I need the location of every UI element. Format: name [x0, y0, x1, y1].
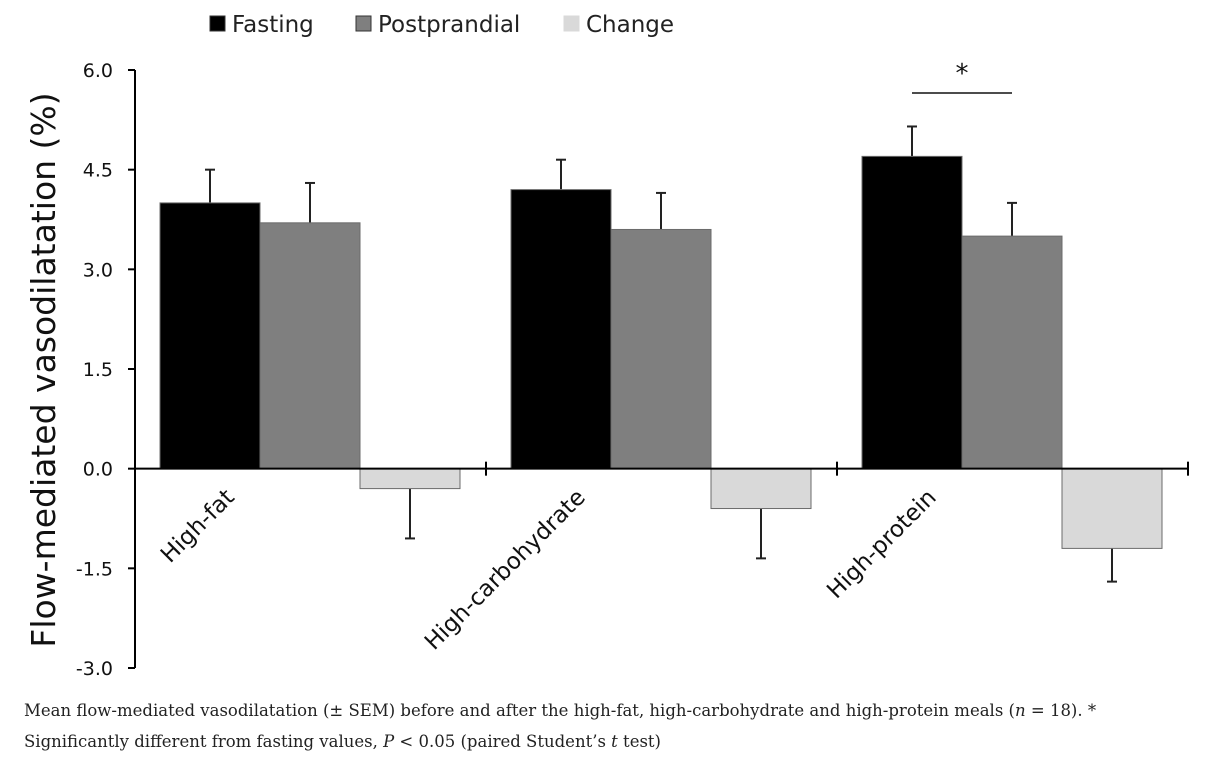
legend-swatch-fasting [209, 15, 226, 32]
error-bar-change-2 [1107, 548, 1117, 583]
bar-change-high-protein [1061, 468, 1163, 549]
y-tick-label: 6.0 [83, 60, 113, 82]
y-tick-label: 3.0 [83, 259, 113, 281]
bar-fasting-high-fat [159, 202, 261, 470]
y-tick-label: -3.0 [76, 658, 113, 680]
bar-change-high-fat [359, 468, 461, 490]
error-bar-fasting-1 [556, 158, 566, 190]
chart-legend: Fasting Postprandial Change [209, 12, 674, 38]
y-tick-label: 4.5 [83, 160, 113, 182]
legend-swatch-postprandial [355, 15, 372, 32]
bar-fasting-high-carbohydrate [510, 189, 612, 470]
error-bar-postprandial-1 [656, 191, 666, 230]
x-category-label: High-fat [156, 485, 240, 569]
y-tick-label: -1.5 [76, 558, 113, 580]
significance-star: * [956, 59, 969, 89]
caption-text-2: = 18). * Significantly different from fa… [24, 701, 1097, 751]
caption-p-variable: P [383, 732, 395, 751]
caption-text-1: Mean flow-mediated vasodilatation (± SEM… [24, 701, 1015, 720]
bar-postprandial-high-protein [961, 235, 1063, 470]
bar-chart: Fasting Postprandial Change Flow-mediated … [24, 12, 1189, 680]
x-category-label: High-protein [822, 485, 941, 604]
x-axis: High-fat High-carbohydrate High-protein [135, 461, 1189, 656]
bar-fasting-high-protein [861, 155, 963, 470]
error-bar-change-1 [756, 508, 766, 560]
y-axis-label: Flow-mediated vasodilatation (%) [24, 92, 63, 647]
legend-swatch-change [563, 15, 580, 32]
bars-group [159, 125, 1163, 583]
bar-postprandial-high-carbohydrate [610, 228, 712, 470]
bar-postprandial-high-fat [259, 222, 361, 470]
error-bar-fasting-0 [205, 168, 215, 203]
significance-annotation: * [912, 59, 1012, 94]
legend-label-postprandial: Postprandial [378, 12, 520, 38]
error-bar-postprandial-2 [1007, 201, 1017, 237]
caption-text-3: < 0.05 (paired Student’s [394, 732, 612, 751]
figure-caption: Mean flow-mediated vasodilatation (± SEM… [24, 695, 1194, 757]
caption-text-4: test) [617, 732, 661, 751]
caption-t-variable: t [611, 732, 618, 751]
caption-n-variable: n [1014, 701, 1026, 720]
y-tick-label: 0.0 [83, 459, 113, 481]
y-tick-label: 1.5 [83, 359, 113, 381]
error-bar-fasting-2 [907, 125, 917, 157]
error-bar-postprandial-0 [305, 181, 315, 223]
legend-label-fasting: Fasting [232, 12, 314, 38]
bar-change-high-carbohydrate [710, 468, 812, 510]
y-axis: 6.0 4.5 3.0 1.5 0.0 -1.5 -3.0 [76, 60, 136, 680]
legend-label-change: Change [586, 12, 674, 38]
x-category-label: High-carbohydrate [420, 485, 591, 656]
error-bar-change-0 [405, 488, 415, 540]
